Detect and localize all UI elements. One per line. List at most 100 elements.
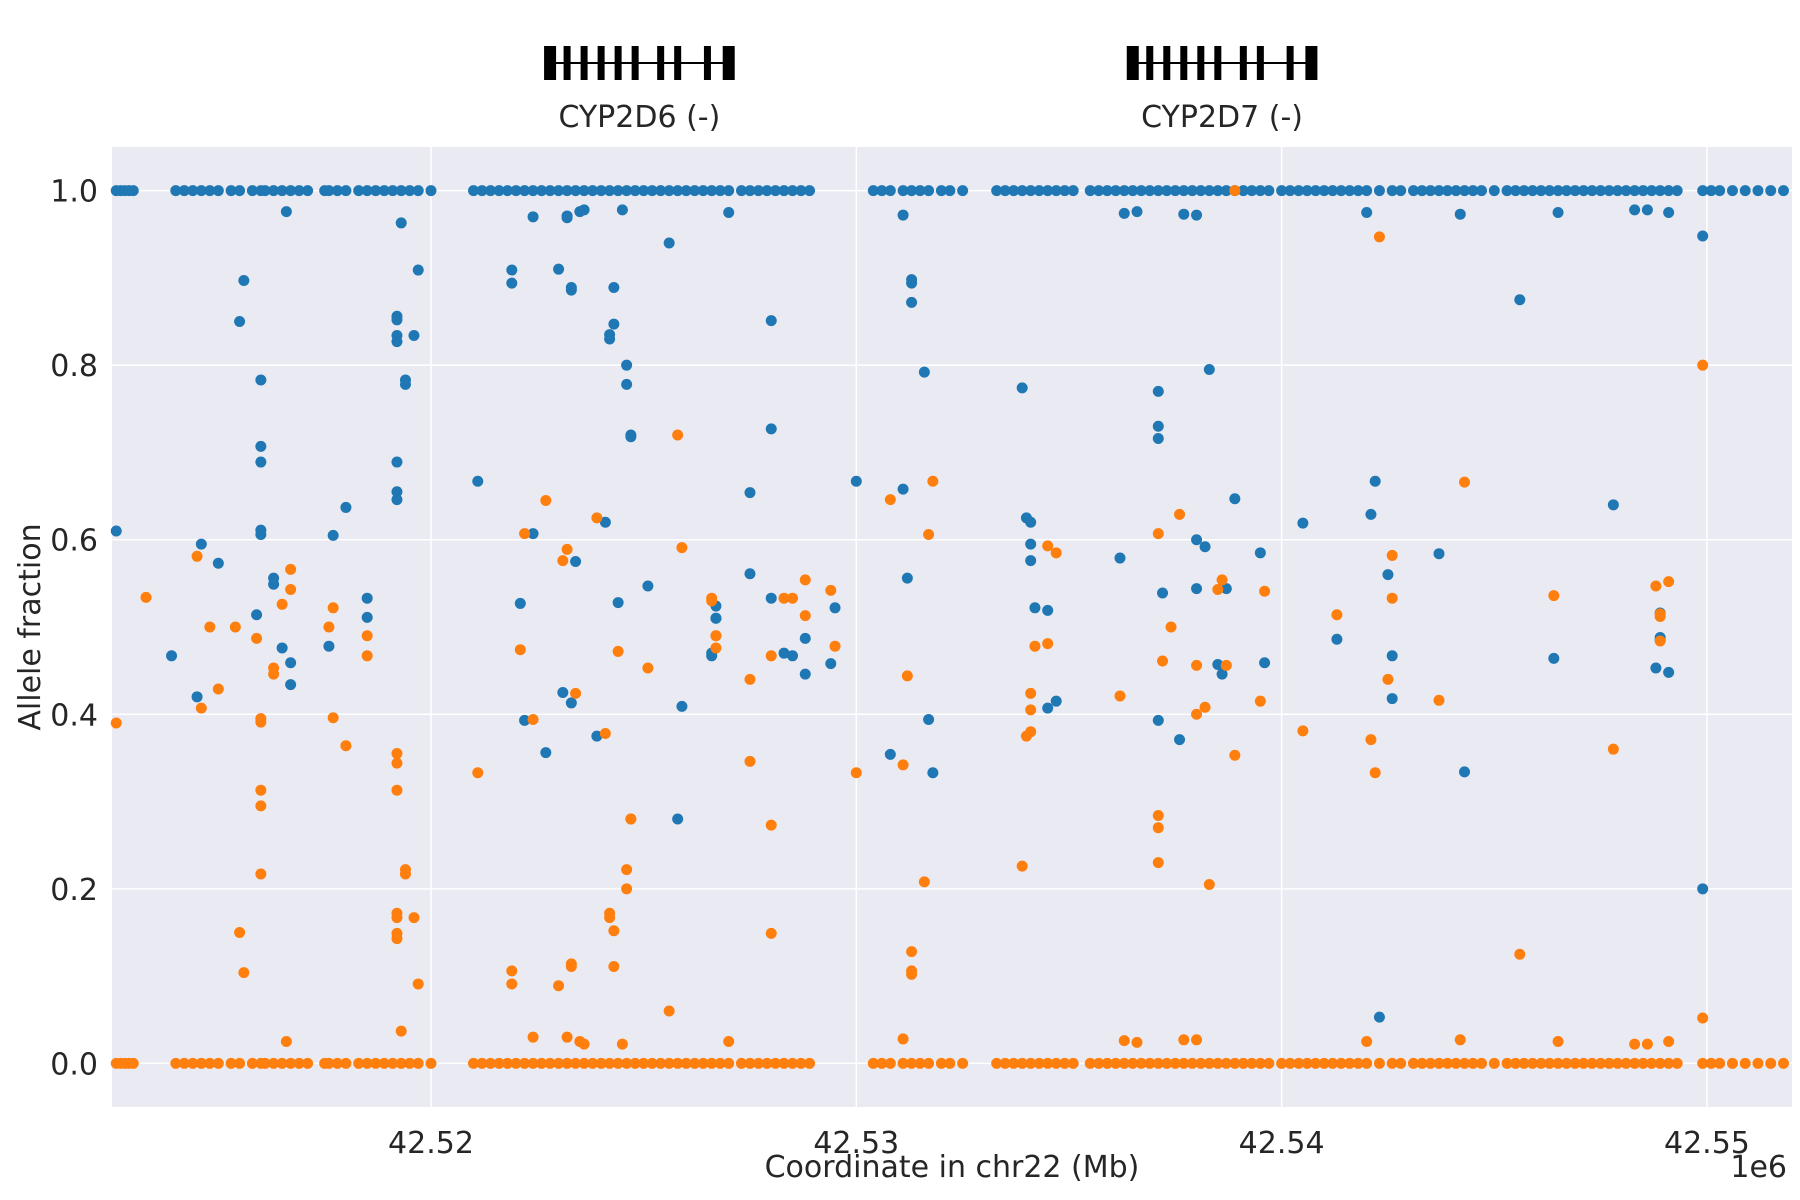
data-point (1646, 1057, 1658, 1069)
data-point (285, 657, 297, 669)
data-point (957, 185, 969, 197)
data-point (744, 1057, 756, 1069)
data-point (1641, 204, 1653, 216)
data-point (1220, 659, 1232, 671)
data-point (1203, 185, 1215, 197)
data-point (570, 1057, 582, 1069)
data-point (923, 185, 935, 197)
data-point (1671, 185, 1683, 197)
data-point (1016, 382, 1028, 394)
data-point (1569, 185, 1581, 197)
data-point (1101, 185, 1113, 197)
exon-block (1256, 46, 1264, 80)
data-point (285, 185, 297, 197)
data-point (914, 1057, 926, 1069)
data-point (127, 185, 139, 197)
data-point (557, 686, 569, 698)
gene-model: CYP2D6 (-) (544, 46, 735, 135)
exon-block (1239, 46, 1247, 80)
data-point (595, 1057, 607, 1069)
data-point (1254, 1057, 1266, 1069)
data-point (255, 868, 267, 880)
data-point (340, 1057, 352, 1069)
data-point (1276, 185, 1288, 197)
data-point (799, 632, 811, 644)
data-point (472, 767, 484, 779)
data-point (1118, 1057, 1130, 1069)
data-point (1174, 734, 1186, 746)
data-point (1229, 749, 1241, 761)
data-point (234, 926, 246, 938)
data-point (540, 747, 552, 759)
data-point (1212, 659, 1224, 671)
data-point (251, 609, 263, 621)
data-point (1042, 185, 1054, 197)
data-point (723, 206, 735, 218)
data-point (927, 767, 939, 779)
data-point (1620, 185, 1632, 197)
data-point (391, 784, 403, 796)
data-point (561, 212, 573, 224)
data-point (166, 650, 178, 662)
x-offset-label: 1e6 (1730, 1150, 1787, 1185)
data-point (1191, 583, 1203, 595)
data-point (1552, 1036, 1564, 1048)
data-point (765, 423, 777, 435)
data-point (1714, 1057, 1726, 1069)
exon-block (1163, 46, 1171, 80)
data-point (204, 621, 216, 633)
data-point (1663, 206, 1675, 218)
data-point (191, 550, 203, 562)
data-point (1254, 547, 1266, 559)
data-point (1152, 810, 1164, 822)
data-point (799, 610, 811, 622)
data-point (1705, 185, 1717, 197)
data-point (229, 621, 241, 633)
data-point (544, 185, 556, 197)
data-point (519, 1057, 531, 1069)
data-point (1025, 726, 1037, 738)
data-point (1501, 1057, 1513, 1069)
data-point (1157, 655, 1169, 667)
data-point (514, 597, 526, 609)
data-point (527, 185, 539, 197)
data-point (1386, 592, 1398, 604)
data-point (587, 185, 599, 197)
exon-block (703, 46, 711, 80)
data-point (1578, 185, 1590, 197)
data-point (608, 318, 620, 330)
data-point (1476, 1057, 1488, 1069)
data-point (1663, 576, 1675, 588)
data-point (906, 965, 918, 977)
data-point (1301, 1057, 1313, 1069)
data-point (1369, 767, 1381, 779)
data-point (276, 1057, 288, 1069)
data-point (323, 1057, 335, 1069)
data-point (1254, 695, 1266, 707)
data-point (752, 1057, 764, 1069)
data-point (1654, 185, 1666, 197)
exon-block (597, 46, 605, 80)
data-point (370, 185, 382, 197)
data-point (1118, 207, 1130, 219)
data-point (514, 644, 526, 656)
data-point (1152, 857, 1164, 869)
data-point (1195, 1057, 1207, 1069)
data-point (850, 475, 862, 487)
plot-background (112, 147, 1792, 1107)
data-point (276, 598, 288, 610)
data-point (553, 1057, 565, 1069)
data-point (765, 927, 777, 939)
data-point (212, 185, 224, 197)
data-point (778, 1057, 790, 1069)
data-point (672, 1057, 684, 1069)
data-point (259, 1057, 271, 1069)
data-point (1229, 493, 1241, 505)
data-point (1352, 1057, 1364, 1069)
data-point (578, 1057, 590, 1069)
data-point (361, 630, 373, 642)
data-point (331, 1057, 343, 1069)
data-point (561, 543, 573, 555)
data-point (1552, 1057, 1564, 1069)
data-point (1008, 1057, 1020, 1069)
